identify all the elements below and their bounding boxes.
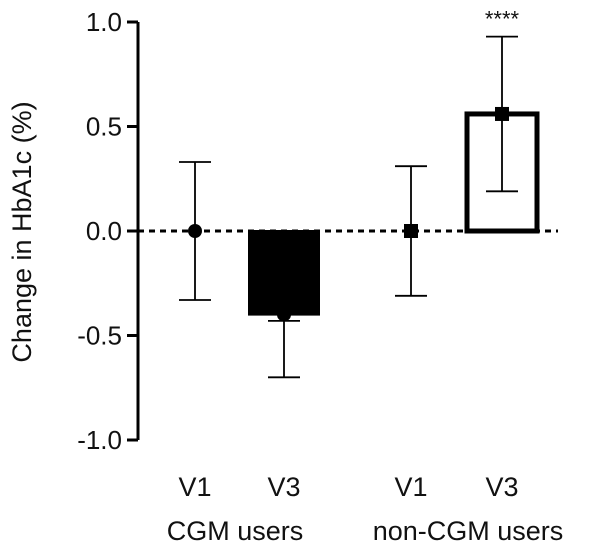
significance-annotation-0: **** bbox=[485, 7, 520, 32]
y-axis-label: Change in HbA1c (%) bbox=[7, 101, 37, 362]
error-bars-layer bbox=[179, 35, 518, 379]
group-label-cgm: CGM users bbox=[167, 516, 304, 546]
y-tick-label-0: -1.0 bbox=[77, 425, 122, 455]
group-label-non-cgm: non-CGM users bbox=[373, 516, 564, 546]
mean-marker-2 bbox=[404, 224, 418, 238]
x-tick-label-2: V1 bbox=[394, 472, 427, 502]
mean-marker-1 bbox=[277, 307, 291, 322]
y-tick-label-4: 1.0 bbox=[86, 7, 122, 37]
x-tick-label-0: V1 bbox=[178, 472, 211, 502]
bars-layer bbox=[248, 111, 540, 316]
x-tick-label-3: V3 bbox=[485, 472, 518, 502]
y-tick-label-2: 0.0 bbox=[86, 216, 122, 246]
bar-1 bbox=[248, 230, 320, 316]
y-axis: -1.0 -0.5 0.0 0.5 1.0 V1 V3 V1 V3 **** bbox=[77, 7, 558, 502]
y-tick-label-3: 0.5 bbox=[86, 112, 122, 142]
mean-marker-3 bbox=[495, 106, 509, 121]
y-tick-label-1: -0.5 bbox=[77, 321, 122, 351]
x-tick-label-1: V3 bbox=[267, 472, 300, 502]
